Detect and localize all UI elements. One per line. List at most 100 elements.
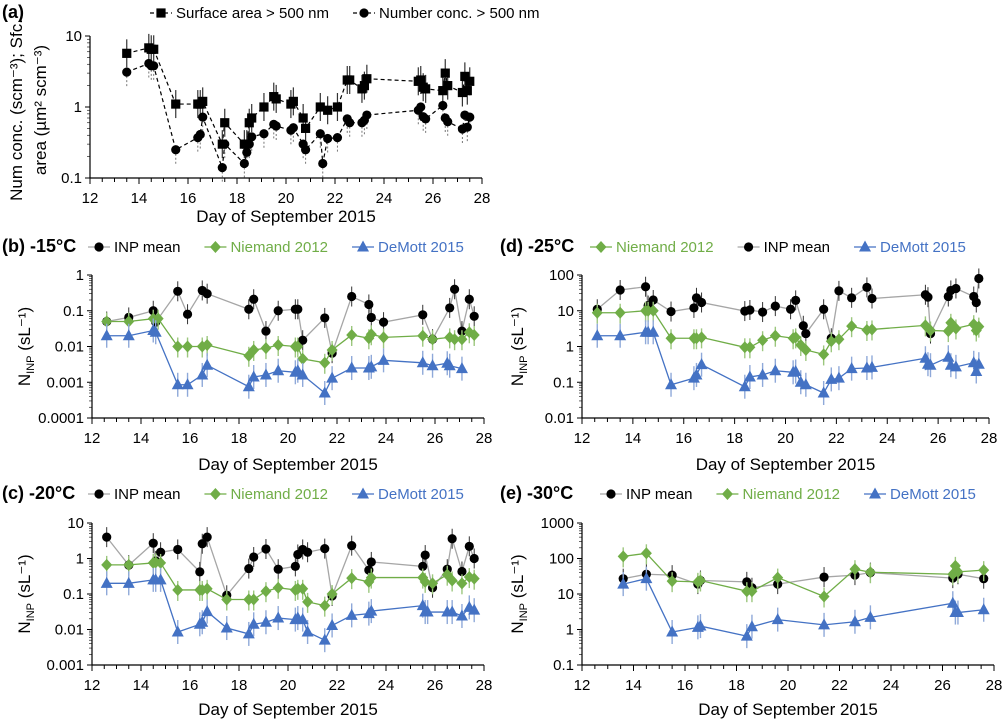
data-point bbox=[301, 625, 314, 637]
x-axis-title: Day of September 2015 bbox=[198, 700, 378, 719]
x-tick-label: 24 bbox=[879, 430, 896, 447]
data-point bbox=[359, 81, 369, 91]
legend-label: INP mean bbox=[764, 239, 830, 256]
data-point bbox=[195, 567, 205, 577]
series-demott-2015 bbox=[617, 566, 990, 649]
data-point bbox=[182, 340, 194, 353]
data-point bbox=[746, 585, 758, 598]
data-point bbox=[614, 306, 626, 319]
data-point bbox=[694, 619, 707, 631]
data-point bbox=[846, 320, 858, 333]
data-point bbox=[817, 386, 830, 398]
x-tick-label: 12 bbox=[574, 677, 591, 694]
legend-marker bbox=[859, 240, 872, 252]
data-point bbox=[293, 304, 303, 314]
data-point bbox=[818, 618, 831, 630]
x-axis-title: Day of September 2015 bbox=[698, 700, 878, 719]
data-point bbox=[862, 282, 872, 292]
x-tick-label: 16 bbox=[182, 430, 199, 447]
y-tick-label: 1 bbox=[566, 339, 574, 356]
x-tick-label: 16 bbox=[180, 190, 197, 207]
data-point bbox=[758, 307, 768, 317]
x-tick-label: 20 bbox=[280, 677, 297, 694]
data-point bbox=[978, 564, 990, 577]
x-tick-label: 18 bbox=[229, 190, 246, 207]
data-point bbox=[456, 333, 468, 346]
y-axis-title: NINP (sL⁻¹) bbox=[15, 307, 37, 386]
legend-marker bbox=[357, 487, 370, 499]
y-tick-label: 0.1 bbox=[553, 657, 574, 674]
data-point bbox=[271, 94, 281, 104]
data-point bbox=[865, 360, 878, 372]
data-point bbox=[201, 605, 214, 617]
series-line bbox=[106, 289, 475, 356]
series-number-conc-500-nm bbox=[122, 58, 475, 184]
x-tick-label: 12 bbox=[84, 677, 101, 694]
data-point bbox=[220, 621, 233, 633]
data-point bbox=[443, 117, 453, 127]
x-axis-title: Day of September 2015 bbox=[198, 455, 378, 474]
data-point bbox=[297, 352, 309, 365]
data-point bbox=[972, 357, 985, 369]
data-point bbox=[288, 123, 298, 133]
data-point bbox=[202, 289, 212, 299]
data-point bbox=[345, 608, 358, 620]
data-point bbox=[462, 86, 472, 96]
series-demott-2015 bbox=[591, 320, 985, 406]
data-point bbox=[122, 48, 132, 58]
series-line bbox=[623, 552, 984, 598]
data-point bbox=[450, 284, 460, 294]
data-point bbox=[745, 305, 755, 315]
series-surface-area-500-nm bbox=[122, 33, 475, 159]
data-point bbox=[640, 282, 651, 292]
data-point bbox=[469, 553, 479, 564]
y-tick-label: 10 bbox=[557, 303, 574, 320]
data-point bbox=[318, 158, 328, 169]
data-point bbox=[201, 358, 214, 370]
data-point bbox=[290, 561, 300, 571]
x-tick-label: 14 bbox=[131, 190, 148, 207]
data-point bbox=[149, 61, 159, 71]
data-point bbox=[154, 573, 167, 585]
x-tick-label: 26 bbox=[425, 190, 442, 207]
data-point bbox=[362, 74, 372, 84]
data-point bbox=[770, 301, 780, 311]
data-point bbox=[123, 315, 135, 328]
data-point bbox=[977, 603, 990, 615]
data-point bbox=[443, 81, 453, 91]
series-demott-2015 bbox=[100, 567, 481, 653]
data-point bbox=[446, 574, 458, 587]
data-point bbox=[756, 368, 769, 380]
data-point bbox=[249, 552, 259, 562]
series-line bbox=[126, 62, 471, 168]
data-point bbox=[738, 380, 751, 392]
data-point bbox=[690, 368, 703, 380]
data-point bbox=[689, 303, 699, 313]
data-point bbox=[740, 629, 753, 641]
data-point bbox=[172, 340, 184, 353]
x-tick-label: 22 bbox=[329, 677, 346, 694]
legend-label: INP mean bbox=[114, 486, 180, 503]
y-axis-title: NINP (sL⁻¹) bbox=[508, 307, 530, 386]
data-point bbox=[833, 333, 845, 346]
chart-panel-d: (d) -25°C 0.01 0.1 1 10 100 12 14 16 18 20 22 24 26 28… bbox=[500, 236, 997, 474]
series-niemand-2012 bbox=[591, 301, 985, 366]
data-point bbox=[173, 544, 183, 555]
data-point bbox=[217, 163, 227, 173]
x-tick-label: 14 bbox=[133, 677, 150, 694]
data-point bbox=[420, 550, 430, 560]
y-tick-label: 1 bbox=[74, 99, 82, 116]
data-point bbox=[443, 359, 456, 371]
data-point bbox=[271, 121, 281, 131]
x-tick-label: 12 bbox=[84, 430, 101, 447]
chart-panel-c: (c) -20°C 0.001 0.01 0.1 1 10 12 14 16 18 20 22 24 26… bbox=[2, 483, 492, 719]
data-point bbox=[801, 328, 811, 339]
data-point bbox=[818, 348, 830, 361]
data-point bbox=[220, 139, 230, 149]
data-point bbox=[259, 368, 272, 380]
legend-label: DeMott 2015 bbox=[378, 486, 464, 503]
panel-label: (b) -15°C bbox=[2, 236, 76, 256]
data-point bbox=[171, 145, 181, 155]
data-point bbox=[924, 358, 937, 370]
data-point bbox=[864, 610, 877, 622]
